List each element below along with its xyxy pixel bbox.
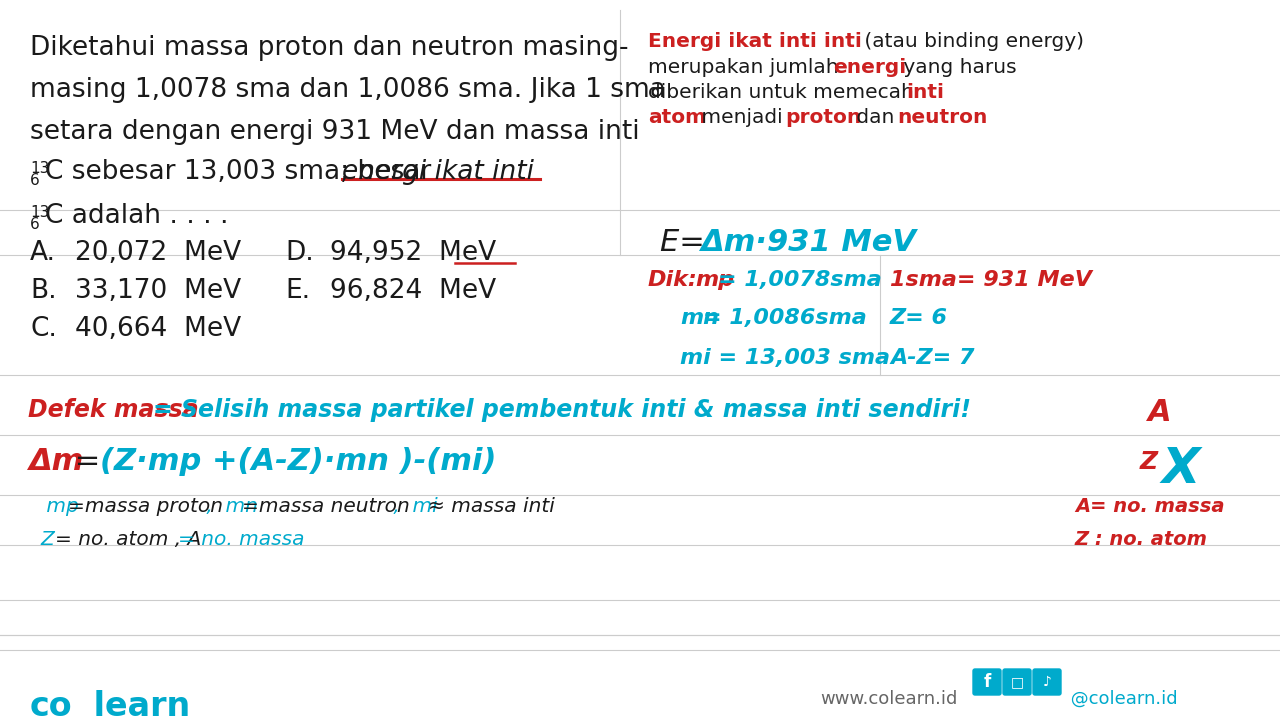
Text: E=: E= [660,228,714,257]
Text: diberikan untuk memecah: diberikan untuk memecah [648,83,920,102]
Text: 40,664  MeV: 40,664 MeV [76,316,241,342]
Text: C adalah . . . .: C adalah . . . . [45,203,229,229]
Text: proton: proton [785,108,861,127]
FancyBboxPatch shape [1033,669,1061,695]
Text: @colearn.id: @colearn.id [1065,690,1178,708]
Text: A= no. massa: A= no. massa [1075,497,1225,516]
Text: Dik:: Dik: [648,270,698,290]
Text: (Z·mp +(A-Z)·mn )-(mi): (Z·mp +(A-Z)·mn )-(mi) [100,447,497,476]
Text: Z : no. atom: Z : no. atom [1075,530,1208,549]
FancyBboxPatch shape [973,669,1001,695]
Text: 6: 6 [29,173,40,188]
Text: =massa neutron: =massa neutron [242,497,410,516]
Text: = no. atom , A: = no. atom , A [55,530,201,549]
Text: = no. massa: = no. massa [178,530,305,549]
Text: yang harus: yang harus [897,58,1016,77]
Text: D.: D. [285,240,314,266]
Text: dan: dan [850,108,901,127]
Text: Diketahui massa proton dan neutron masing-: Diketahui massa proton dan neutron masin… [29,35,628,61]
Text: ≈ massa inti: ≈ massa inti [428,497,554,516]
Text: ,  mi: , mi [387,497,438,516]
Text: f: f [983,673,991,691]
Text: A: A [1148,398,1171,427]
Text: Δm: Δm [28,447,83,476]
Text: A.: A. [29,240,56,266]
Text: = 1,0086sma: = 1,0086sma [703,308,867,328]
Text: C.: C. [29,316,56,342]
Text: = 1,0078sma: = 1,0078sma [718,270,882,290]
Text: Z: Z [40,530,54,549]
Text: ,  mn: , mn [200,497,257,516]
Text: atom: atom [648,108,707,127]
Text: Δm·931 MeV: Δm·931 MeV [700,228,916,257]
Text: Z= 6: Z= 6 [890,308,948,328]
Text: Energi ikat inti inti: Energi ikat inti inti [648,32,861,51]
Text: mp: mp [40,497,79,516]
Text: neutron: neutron [897,108,987,127]
Text: setara dengan energi 931 MeV dan massa inti: setara dengan energi 931 MeV dan massa i… [29,119,640,145]
Text: □: □ [1010,675,1024,689]
Text: 6: 6 [29,217,40,232]
Text: mp: mp [695,270,733,290]
Text: www.colearn.id: www.colearn.id [820,690,957,708]
Text: 94,952  MeV: 94,952 MeV [330,240,497,266]
Text: inti: inti [906,83,945,102]
Text: learn: learn [82,690,191,720]
Text: menjadi: menjadi [695,108,788,127]
Text: mn: mn [680,308,719,328]
Text: B.: B. [29,278,56,304]
Text: co: co [29,690,73,720]
Text: (atau binding energy): (atau binding energy) [858,32,1084,51]
Text: merupakan jumlah: merupakan jumlah [648,58,845,77]
Text: 96,824  MeV: 96,824 MeV [330,278,497,304]
Text: C sebesar 13,003 sma; besar: C sebesar 13,003 sma; besar [45,159,439,185]
Text: ♪: ♪ [1043,675,1051,689]
Text: mi = 13,003 sma: mi = 13,003 sma [680,348,890,368]
Text: =massa proton: =massa proton [68,497,223,516]
FancyBboxPatch shape [1004,669,1030,695]
Text: 13: 13 [29,161,50,176]
Text: E.: E. [285,278,310,304]
Text: A-Z= 7: A-Z= 7 [890,348,974,368]
Text: 13: 13 [29,205,50,220]
Text: masing 1,0078 sma dan 1,0086 sma. Jika 1 sma: masing 1,0078 sma dan 1,0086 sma. Jika 1… [29,77,666,103]
Text: energi ikat inti: energi ikat inti [342,159,534,185]
Text: = Selisih massa partikel pembentuk inti & massa inti sendiri!: = Selisih massa partikel pembentuk inti … [154,398,972,422]
Text: 20,072  MeV: 20,072 MeV [76,240,241,266]
Text: Z: Z [1140,450,1158,474]
Text: 33,170  MeV: 33,170 MeV [76,278,241,304]
Text: 1sma= 931 MeV: 1sma= 931 MeV [890,270,1092,290]
Text: X: X [1162,445,1201,493]
Text: =: = [65,447,110,476]
Text: energi: energi [833,58,906,77]
Text: Defek massa: Defek massa [28,398,198,422]
